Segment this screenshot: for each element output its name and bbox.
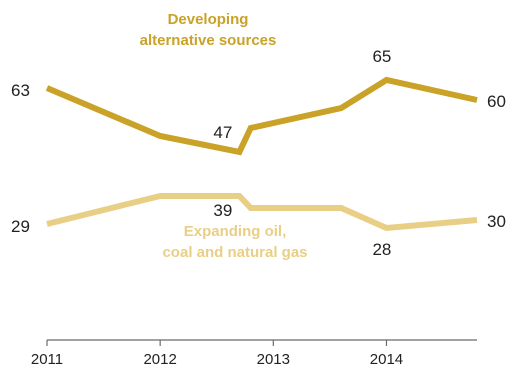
series-name-line: Expanding oil,: [184, 223, 287, 240]
series-line-1: [46, 193, 478, 232]
series-line-0: [45, 76, 478, 156]
value-label: 60: [487, 92, 506, 111]
series-name-line: alternative sources: [140, 32, 277, 49]
value-labels: 63 47 65 60 29 39 28 30: [11, 47, 506, 259]
x-tick-label: 2011: [31, 351, 63, 368]
value-label: 63: [11, 81, 30, 100]
series-names: Developing alternative sources Expanding o…: [140, 11, 308, 261]
series-name-label: Expanding oil, coal and natural gas: [162, 223, 307, 261]
value-label: 47: [213, 123, 232, 142]
series-lines: [45, 76, 478, 232]
series-name-line: coal and natural gas: [162, 244, 307, 261]
x-tick-label: 2014: [370, 351, 403, 368]
value-label: 30: [487, 212, 506, 231]
x-tick-label: 2013: [257, 351, 290, 368]
x-axis: 2011 2012 2013 2014: [31, 339, 477, 368]
value-label: 29: [11, 217, 30, 236]
x-tick-label: 2012: [143, 351, 176, 368]
series-name-label: Developing alternative sources: [140, 11, 277, 49]
value-label: 39: [213, 201, 232, 220]
value-label: 28: [372, 240, 391, 259]
value-label: 65: [372, 47, 391, 66]
series-name-line: Developing: [168, 11, 249, 28]
